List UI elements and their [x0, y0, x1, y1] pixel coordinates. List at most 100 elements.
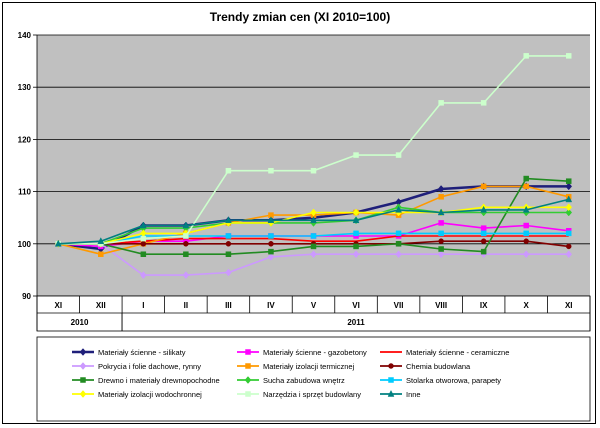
- legend-label: Narzędzia i sprzęt budowlany: [263, 390, 361, 399]
- data-point: [565, 53, 572, 59]
- legend-label: Stolarka otworowa, parapety: [406, 376, 501, 385]
- series-12: [54, 195, 573, 247]
- data-point: [438, 220, 444, 226]
- data-point: [480, 225, 487, 231]
- data-point: [437, 250, 445, 259]
- data-point: [79, 390, 87, 398]
- data-point: [310, 243, 317, 250]
- legend-label: Inne: [406, 390, 421, 399]
- legend-item: Materiały ścienne - ceramiczne: [380, 348, 509, 357]
- data-point: [523, 53, 529, 59]
- data-point: [565, 182, 573, 191]
- x-axis-table-frame: [36, 295, 591, 332]
- data-point: [480, 230, 487, 237]
- legend-item: Narzędzia i sprzęt budowlany: [237, 390, 361, 399]
- data-point: [438, 230, 444, 237]
- data-point: [225, 233, 232, 239]
- x-tick-label: V: [311, 301, 317, 310]
- data-point: [437, 208, 445, 216]
- y-tick-label: 130: [18, 83, 32, 92]
- data-point: [140, 235, 147, 242]
- data-point: [565, 243, 572, 250]
- legend-item: Materiały ścienne - gazobetony: [237, 348, 367, 357]
- legend-label: Materiały izolacji wodochronnej: [98, 390, 202, 399]
- legend-label: Materiały ścienne - silikaty: [98, 348, 186, 357]
- data-point: [388, 377, 394, 383]
- x-tick-label: VII: [394, 301, 404, 310]
- data-point: [353, 243, 359, 250]
- series-11: [55, 53, 572, 247]
- data-point: [139, 221, 147, 229]
- data-point: [267, 252, 275, 261]
- data-point: [388, 363, 394, 369]
- data-point: [353, 230, 359, 237]
- data-point: [438, 238, 444, 244]
- x-tick-label: X: [524, 301, 530, 310]
- data-point: [310, 216, 317, 224]
- x-tick-label: II: [184, 301, 188, 310]
- data-point: [140, 251, 147, 257]
- data-point: [225, 251, 232, 257]
- data-point: [310, 233, 317, 239]
- data-point: [522, 250, 530, 259]
- legend-item: Pokrycia i folie dachowe, rynny: [72, 362, 201, 371]
- year-label: 2011: [347, 318, 365, 327]
- data-point: [268, 241, 274, 247]
- legend-label: Materiały ścienne - gazobetony: [263, 348, 367, 357]
- data-point: [245, 363, 251, 369]
- data-point: [353, 152, 359, 158]
- data-point: [79, 348, 87, 356]
- data-point: [523, 238, 529, 244]
- data-point: [480, 183, 487, 190]
- legend-item: Sucha zabudowa wnętrz: [237, 376, 345, 385]
- data-point: [245, 349, 251, 355]
- x-tick-label: XI: [54, 301, 62, 310]
- data-point: [523, 230, 529, 237]
- data-point: [79, 362, 87, 370]
- data-point: [310, 250, 317, 259]
- data-point: [225, 268, 232, 277]
- data-point: [480, 248, 487, 255]
- data-point: [182, 271, 190, 280]
- legend-label: Materiały ścienne - ceramiczne: [406, 348, 509, 357]
- data-point: [225, 167, 232, 174]
- data-point: [225, 216, 232, 224]
- data-point: [268, 167, 274, 174]
- data-point: [183, 251, 189, 257]
- data-point: [565, 195, 573, 203]
- data-point: [245, 391, 251, 397]
- data-point: [395, 241, 402, 247]
- data-point: [565, 208, 573, 217]
- data-point: [54, 239, 62, 247]
- data-point: [522, 205, 530, 213]
- data-point: [352, 216, 360, 224]
- legend-label: Pokrycia i folie dachowe, rynny: [98, 362, 201, 371]
- legend: Materiały ścienne - silikaty Materiały śc…: [72, 348, 509, 399]
- data-point: [182, 221, 190, 229]
- data-point: [438, 100, 444, 106]
- data-point: [437, 185, 445, 193]
- data-point: [267, 216, 275, 224]
- y-tick-label: 100: [18, 240, 32, 249]
- data-point: [438, 194, 444, 200]
- series-layer: [54, 53, 573, 280]
- data-point: [565, 230, 572, 237]
- legend-item: Materiały izolacji wodochronnej: [72, 390, 202, 399]
- data-point: [352, 250, 360, 259]
- data-point: [565, 250, 573, 259]
- data-point: [480, 100, 487, 106]
- data-point: [480, 238, 487, 244]
- legend-item: Materiały ścienne - silikaty: [72, 348, 186, 357]
- x-tick-label: IV: [267, 301, 275, 310]
- legend-item: Stolarka otworowa, parapety: [380, 376, 501, 385]
- x-tick-label: IX: [480, 301, 488, 310]
- data-point: [80, 377, 86, 383]
- data-point: [523, 175, 529, 182]
- legend-label: Sucha zabudowa wnętrz: [263, 376, 345, 385]
- y-tick-label: 120: [18, 135, 32, 144]
- data-point: [523, 222, 529, 229]
- data-point: [183, 233, 189, 239]
- data-point: [225, 241, 232, 247]
- data-point: [523, 183, 529, 190]
- data-point: [183, 241, 189, 247]
